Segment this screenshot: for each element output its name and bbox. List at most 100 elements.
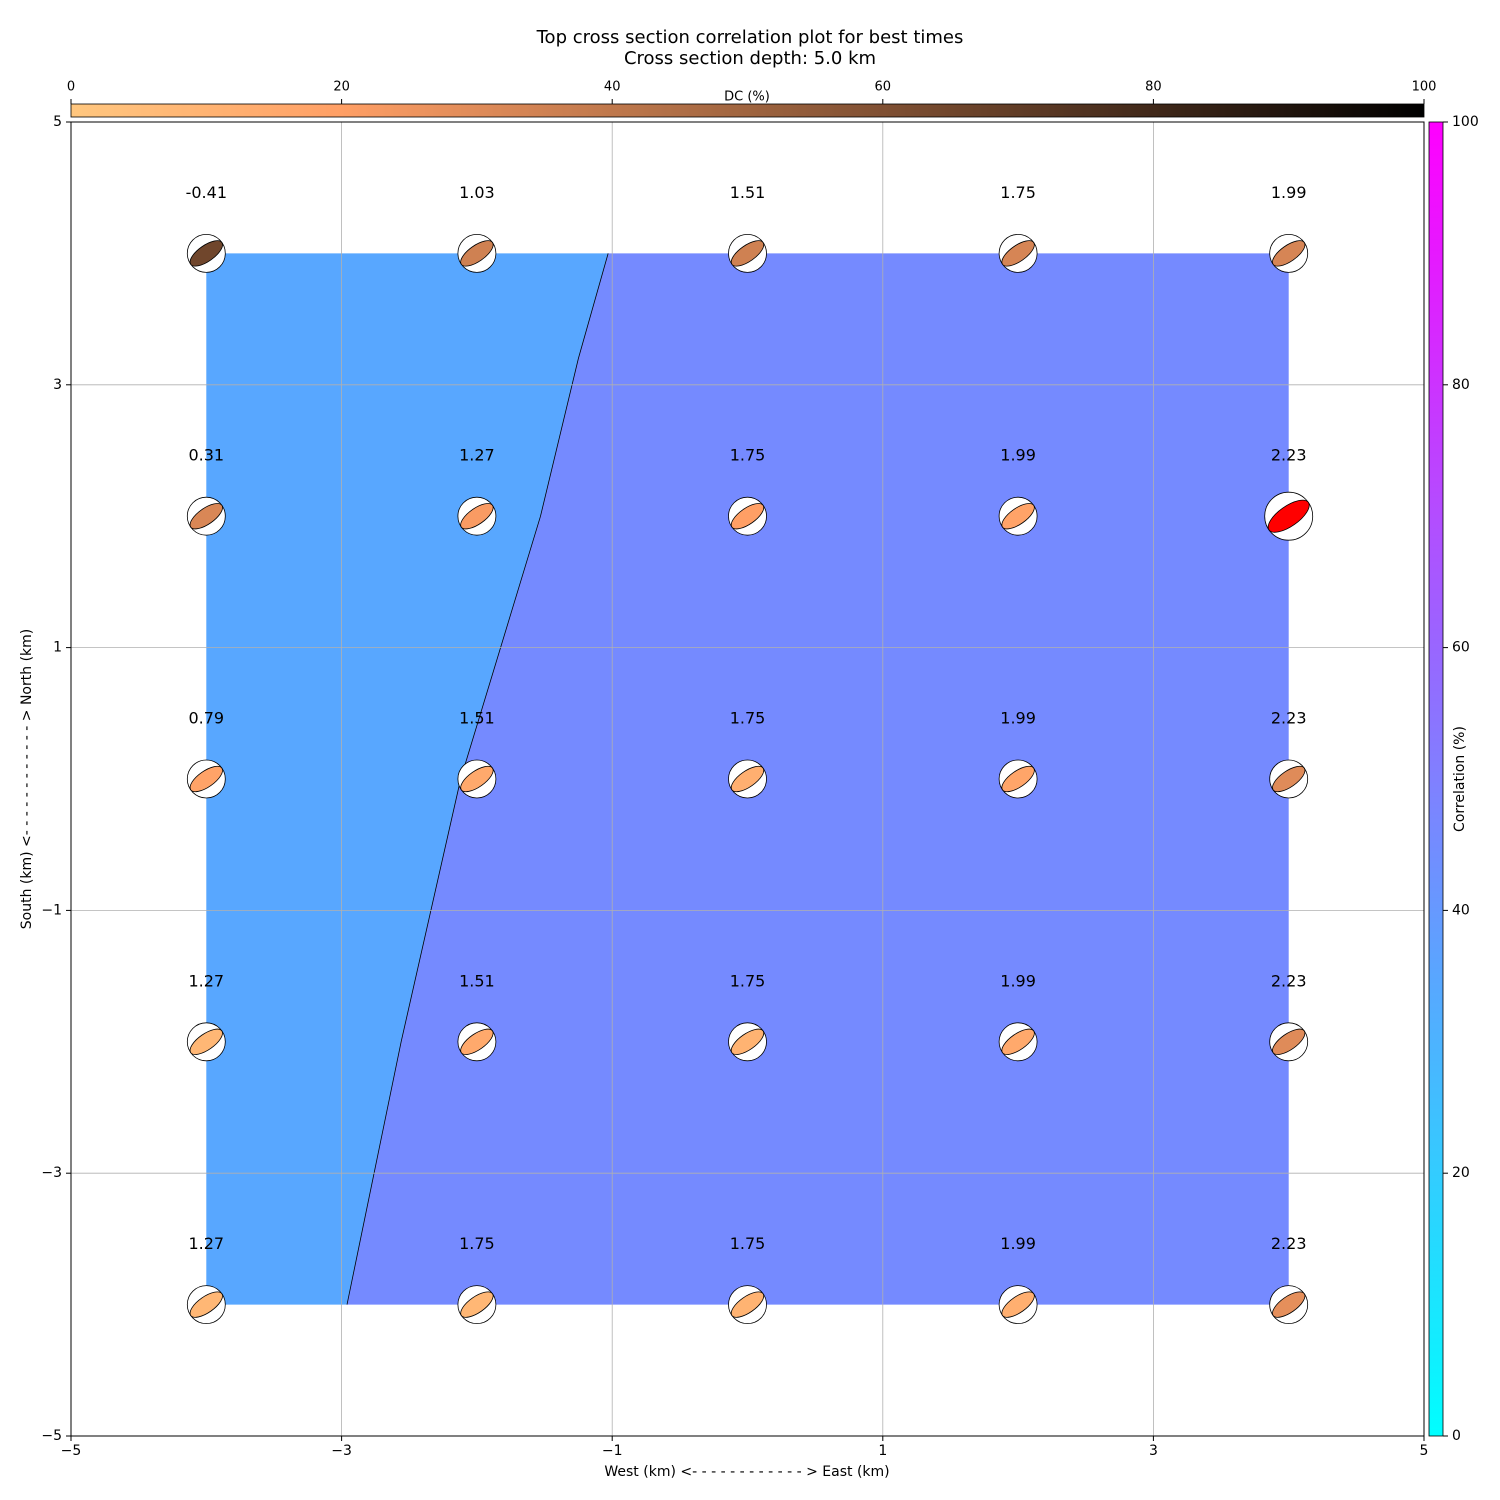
y-tick-label: −1 xyxy=(41,902,62,918)
point-label: 1.75 xyxy=(459,1234,495,1253)
beachball-lens xyxy=(460,1028,494,1055)
x-tick-label: −3 xyxy=(331,1443,352,1459)
point-label: 1.51 xyxy=(459,709,495,728)
beachball-lens xyxy=(1001,765,1035,793)
beachball xyxy=(728,1022,767,1062)
beachball-lens xyxy=(730,1028,765,1055)
y-tick-label: −5 xyxy=(41,1428,62,1444)
beachball xyxy=(728,1285,767,1324)
dc-colorbar xyxy=(70,103,1425,118)
correlation-region xyxy=(347,253,1289,1305)
y-tick-label: −3 xyxy=(41,1165,62,1181)
point-label: -0.41 xyxy=(186,183,227,202)
beachball-lens xyxy=(460,1291,494,1318)
dc-colorbar-tick-label: 60 xyxy=(875,80,892,95)
point-label: 1.27 xyxy=(188,971,224,990)
beachball xyxy=(1269,1022,1309,1062)
correlation-colorbar-tick-label: 20 xyxy=(1452,1165,1470,1181)
beachball-lens xyxy=(1267,499,1310,533)
chart-subtitle: Cross section depth: 5.0 km xyxy=(624,48,876,69)
beachball-lens xyxy=(730,240,765,267)
beachball-lens xyxy=(189,240,223,267)
point-label: 1.99 xyxy=(1000,709,1036,728)
beachball-lens xyxy=(1001,503,1035,530)
beachball-lens xyxy=(189,765,223,793)
beachball xyxy=(457,759,497,799)
beachball-lens xyxy=(1272,1028,1306,1055)
beachball-lens xyxy=(1001,240,1035,267)
beachball xyxy=(998,233,1038,273)
beachball xyxy=(186,233,226,273)
y-tick-label: 1 xyxy=(53,640,62,656)
beachball xyxy=(186,496,226,536)
correlation-colorbar-tick-label: 100 xyxy=(1452,114,1479,130)
point-label: 1.75 xyxy=(730,709,766,728)
point-label: 2.23 xyxy=(1271,971,1307,990)
point-label: 1.51 xyxy=(459,971,495,990)
y-tick-label: 3 xyxy=(53,377,62,393)
point-label: 1.75 xyxy=(1000,183,1036,202)
point-label: 1.27 xyxy=(188,1234,224,1253)
x-tick-label: 1 xyxy=(878,1443,887,1459)
point-label: 1.99 xyxy=(1000,971,1036,990)
beachball xyxy=(457,1285,497,1324)
beachball xyxy=(998,496,1038,536)
beachball xyxy=(998,759,1038,799)
point-label: 1.75 xyxy=(730,971,766,990)
dc-colorbar-tick-label: 80 xyxy=(1145,80,1162,95)
point-label: 0.79 xyxy=(188,709,224,728)
x-tick-label: 3 xyxy=(1149,1443,1158,1459)
dc-colorbar-tick-label: 20 xyxy=(333,80,350,95)
correlation-colorbar-tick-label: 80 xyxy=(1452,377,1470,393)
beachball-lens xyxy=(1001,1028,1035,1055)
point-label: 1.75 xyxy=(730,1234,766,1253)
beachball xyxy=(998,1022,1038,1062)
point-label: 1.99 xyxy=(1000,1234,1036,1253)
beachball-lens xyxy=(730,765,765,793)
plot-frame xyxy=(70,121,1425,1437)
beachball-lens xyxy=(460,765,494,793)
point-label: 1.03 xyxy=(459,183,495,202)
beachball-lens xyxy=(189,503,223,530)
dc-colorbar-label: DC (%) xyxy=(724,90,770,105)
point-label: 1.99 xyxy=(1000,446,1036,465)
correlation-colorbar-tick-label: 40 xyxy=(1452,902,1470,918)
point-label: 1.27 xyxy=(459,446,495,465)
chart-title: Top cross section correlation plot for b… xyxy=(536,27,964,48)
correlation-colorbar-tick-label: 0 xyxy=(1452,1428,1461,1444)
beachball xyxy=(728,233,767,273)
point-label: 2.23 xyxy=(1271,446,1307,465)
point-label: 2.23 xyxy=(1271,1234,1307,1253)
point-label: 2.23 xyxy=(1271,709,1307,728)
correlation-colorbar-tick-label: 60 xyxy=(1452,640,1470,656)
beachball-lens xyxy=(1272,240,1306,267)
point-label: 1.99 xyxy=(1271,183,1307,202)
x-tick-label: −1 xyxy=(602,1443,623,1459)
beachball-lens xyxy=(1272,765,1306,793)
x-axis-label: West (km) <- - - - - - - - - - - - > Eas… xyxy=(604,1464,889,1480)
y-tick-label: 5 xyxy=(53,114,62,130)
beachball-lens xyxy=(730,1291,765,1318)
x-tick-label: 5 xyxy=(1420,1443,1429,1459)
beachball xyxy=(1269,1285,1309,1324)
beachball xyxy=(998,1285,1038,1324)
point-label: 1.75 xyxy=(730,446,766,465)
correlation-region xyxy=(206,253,609,1305)
beachball xyxy=(186,759,226,799)
dc-colorbar-tick-label: 0 xyxy=(67,80,75,95)
beachball xyxy=(457,1022,497,1062)
beachball xyxy=(1269,233,1309,273)
beachball xyxy=(457,496,497,536)
correlation-colorbar xyxy=(1428,121,1444,1437)
beachball-lens xyxy=(1272,1291,1306,1318)
beachball xyxy=(186,1285,226,1324)
x-tick-label: −5 xyxy=(61,1443,82,1459)
beachball xyxy=(1264,491,1314,541)
beachball-lens xyxy=(1001,1291,1035,1318)
beachball-lens xyxy=(189,1291,223,1318)
beachball-lens xyxy=(189,1028,223,1055)
beachball xyxy=(1269,759,1309,799)
beachball xyxy=(728,496,767,536)
point-label: 0.31 xyxy=(188,446,224,465)
